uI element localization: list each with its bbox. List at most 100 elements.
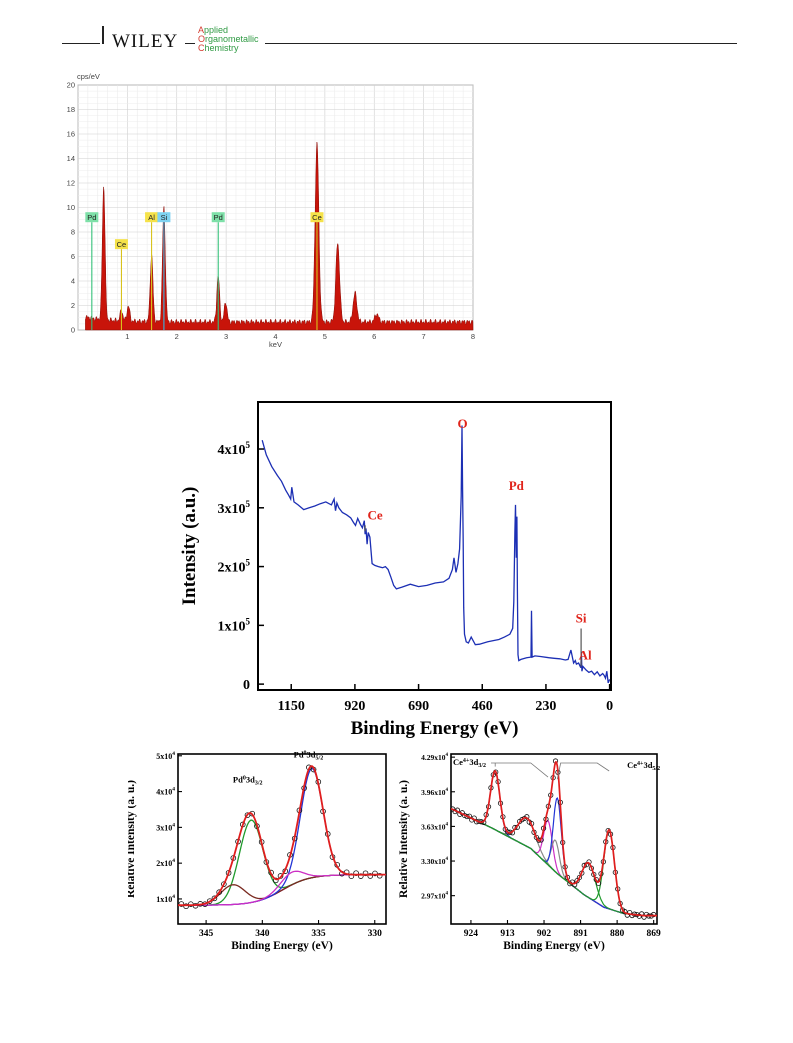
peak-label: Ce xyxy=(368,507,383,522)
element-tag-box xyxy=(211,212,225,223)
y-tick-label: 2x104 xyxy=(156,858,175,868)
x-tick-label: 920 xyxy=(344,699,365,714)
x-tick-label: 5 xyxy=(323,332,327,341)
y-tick-exponent: 4 xyxy=(172,822,175,828)
x-tick-label: 1150 xyxy=(278,699,305,714)
data-point xyxy=(376,872,383,879)
data-point xyxy=(188,901,194,907)
y-tick-base: 3.30x10 xyxy=(421,857,446,866)
y-tick-exponent: 5 xyxy=(246,558,251,568)
peak-label: Pd xyxy=(509,478,525,493)
x-tick-label: 1 xyxy=(125,332,129,341)
x-tick-label: 335 xyxy=(311,929,326,939)
y-tick-exponent: 4 xyxy=(446,788,449,793)
header-rule-left xyxy=(62,43,100,44)
peak-label-sub: 3/2 xyxy=(478,763,486,769)
data-point xyxy=(576,874,583,881)
data-point xyxy=(211,895,218,902)
y-axis-label: Relative Intensity (a. u.) xyxy=(128,780,137,898)
data-point xyxy=(273,877,279,884)
x-tick-label: 4 xyxy=(273,332,277,341)
y-axis-label: Relative Intensity (a. u.) xyxy=(398,780,410,898)
data-point xyxy=(574,878,580,884)
x-tick-label: 3 xyxy=(224,332,228,341)
x-tick-label: 2 xyxy=(175,332,179,341)
peak-label: Pd03d3/2 xyxy=(233,775,263,787)
x-axis-label: Binding Energy (eV) xyxy=(231,940,333,952)
y-tick-exponent: 4 xyxy=(446,822,449,827)
header-rule-right xyxy=(265,43,737,44)
element-tag-label: Ce xyxy=(117,240,127,249)
x-axis-label: keV xyxy=(269,340,282,349)
data-point xyxy=(216,889,222,896)
peak-label: Si xyxy=(576,610,587,625)
y-tick-base: 2x10 xyxy=(156,859,172,868)
peak-label: Al xyxy=(579,648,592,663)
x-tick-label: 0 xyxy=(606,699,613,714)
y-tick-label: 1x104 xyxy=(156,894,175,904)
peak-label: Pd03d5/2 xyxy=(294,750,324,762)
label-leader-line xyxy=(556,762,610,780)
element-tag-box xyxy=(310,212,324,223)
y-tick-exponent: 4 xyxy=(446,892,449,897)
y-tick-base: 3x10 xyxy=(156,823,172,832)
element-tag-box xyxy=(85,212,99,223)
peak-label-sub: 5/2 xyxy=(316,756,324,762)
y-tick-base: 4.29x10 xyxy=(421,753,446,762)
fit-envelope-line xyxy=(178,765,386,907)
peak-label-sup: 4+ xyxy=(463,758,470,764)
publisher-logo: WILEY xyxy=(112,31,179,52)
data-point xyxy=(221,881,227,887)
element-tag-box xyxy=(157,212,171,223)
element-tag-label: Pd xyxy=(87,213,96,222)
y-tick-base: 3.96x10 xyxy=(421,788,446,797)
label-leader-line xyxy=(491,762,549,778)
y-tick-base: 2x10 xyxy=(218,561,246,576)
y-tick-label: 18 xyxy=(67,105,75,114)
header-tick xyxy=(102,26,104,44)
peak-label-sup: 0 xyxy=(304,751,307,757)
data-point xyxy=(651,911,657,918)
y-tick-label: 2x105 xyxy=(218,558,251,576)
data-point xyxy=(358,873,364,879)
element-tag-label: Al xyxy=(148,213,155,222)
x-axis-label: Binding Energy (eV) xyxy=(503,940,605,952)
y-tick-label: 16 xyxy=(67,130,75,139)
x-axis-label: Binding Energy (eV) xyxy=(351,718,519,739)
peak-label-sup: 0 xyxy=(243,776,246,782)
y-tick-exponent: 4 xyxy=(172,894,175,900)
y-tick-base: 0 xyxy=(243,678,250,693)
y-tick-label: 20 xyxy=(67,81,75,90)
element-tag-box xyxy=(114,239,128,250)
x-tick-label: 6 xyxy=(372,332,376,341)
peak-label-element: Ce xyxy=(453,757,463,767)
survey-spectrum-line xyxy=(261,425,611,684)
y-tick-base: 3.63x10 xyxy=(421,822,446,831)
y-tick-label: 1x105 xyxy=(218,616,251,634)
data-point xyxy=(183,903,189,910)
y-tick-label: 2.97x104 xyxy=(421,892,448,901)
y-axis-label: cps/eV xyxy=(77,72,100,81)
x-tick-label: 330 xyxy=(368,929,383,939)
plot-frame xyxy=(177,753,387,925)
peak-label-sub: 3/2 xyxy=(255,781,263,787)
x-tick-label: 460 xyxy=(472,699,493,714)
y-tick-label: 4x105 xyxy=(218,440,251,458)
peak-label: Ce4+3d3/2 xyxy=(453,757,486,769)
peak-label-sub: 5/2 xyxy=(652,766,660,772)
y-tick-base: 5x10 xyxy=(156,752,172,761)
y-tick-label: 3.96x104 xyxy=(421,788,448,797)
journal-line: Applied xyxy=(198,25,229,35)
x-tick-label: 869 xyxy=(647,929,662,939)
x-tick-label: 902 xyxy=(537,929,552,939)
element-tag-box xyxy=(145,212,159,223)
peak-label-line: 3d xyxy=(246,775,255,785)
y-axis-label: Intensity (a.u.) xyxy=(179,487,200,606)
y-tick-label: 4 xyxy=(71,277,75,286)
fit-envelope-line xyxy=(450,761,657,917)
x-tick-label: 913 xyxy=(500,929,515,939)
y-tick-exponent: 5 xyxy=(246,440,251,450)
x-tick-label: 891 xyxy=(573,929,588,939)
plot-frame xyxy=(257,401,612,691)
